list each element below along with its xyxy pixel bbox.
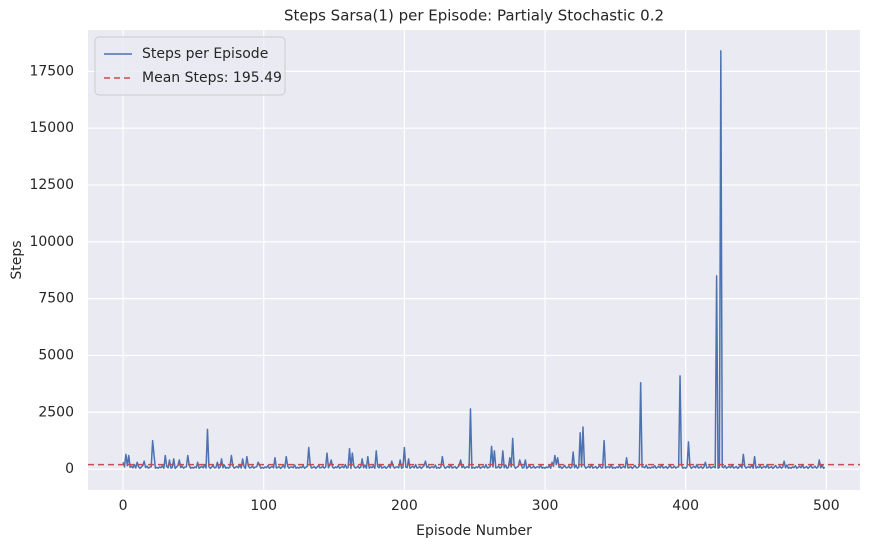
y-tick-label: 15000 [29, 120, 74, 136]
y-tick-label: 7500 [38, 291, 74, 307]
x-tick-label: 500 [813, 498, 840, 514]
x-tick-label: 200 [391, 498, 418, 514]
y-tick-label: 12500 [29, 177, 74, 193]
plot-area [88, 30, 860, 490]
chart-title: Steps Sarsa(1) per Episode: Partialy Sto… [284, 7, 664, 25]
x-tick-label: 100 [250, 498, 277, 514]
y-axis-label: Steps [9, 240, 25, 279]
y-tick-label: 17500 [29, 63, 74, 79]
x-tick-label: 400 [672, 498, 699, 514]
y-tick-label: 10000 [29, 234, 74, 250]
legend-label: Steps per Episode [142, 46, 268, 62]
x-tick-label: 0 [119, 498, 128, 514]
x-axis-label: Episode Number [416, 523, 532, 539]
legend-box [94, 36, 286, 96]
y-tick-label: 2500 [38, 404, 74, 420]
y-tick-label: 5000 [38, 347, 74, 363]
legend-label: Mean Steps: 195.49 [142, 70, 282, 86]
y-tick-label: 0 [65, 461, 74, 477]
x-tick-label: 300 [532, 498, 559, 514]
